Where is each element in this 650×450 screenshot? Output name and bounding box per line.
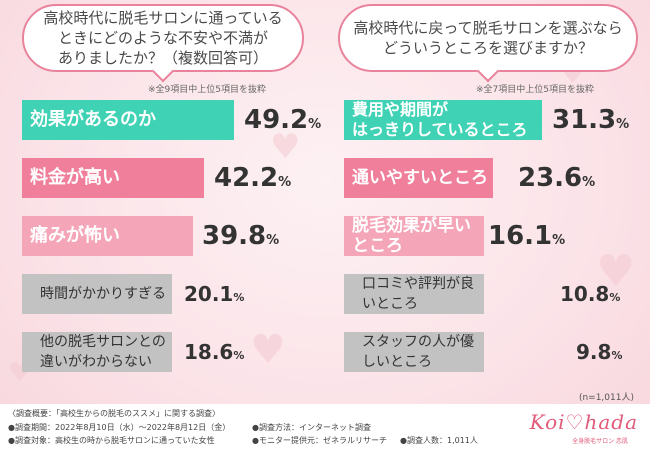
bar-category-label: 他の脱毛サロンとの 違いがわからない	[40, 334, 166, 370]
survey-period: ●調査期間：2022年8月10日（水）〜2022年8月12日（金）	[8, 423, 231, 432]
koihada-logo: Koi♡hada	[529, 410, 638, 434]
bar: 他の脱毛サロンとの 違いがわからない	[22, 332, 172, 372]
bar-value-label: 49.2%	[244, 105, 322, 135]
bar: 通いやすいところ	[344, 158, 494, 198]
bar-value-label: 31.3%	[552, 105, 630, 135]
left-question-bubble: 高校時代に脱毛サロンに通っている ときにどのような不安や不満が ありましたか？（…	[22, 4, 304, 83]
bar-category-label: 費用や期間が はっきりしているところ	[352, 100, 528, 139]
bar: 脱毛効果が早いところ	[344, 216, 484, 256]
bar-category-label: 効果があるのか	[30, 109, 156, 130]
bar: 口コミや評判が良いところ	[344, 274, 484, 314]
koihada-logo-subtitle: 全身脱毛サロン 恋肌	[572, 438, 628, 445]
bar-value-label: 39.8%	[202, 221, 280, 251]
left-question: 高校時代に脱毛サロンに通っている ときにどのような不安や不満が ありましたか？（…	[43, 9, 283, 67]
bar-category-label: スタッフの人が優しいところ	[362, 334, 474, 370]
bar-value-label: 16.1%	[488, 221, 566, 251]
survey-count: ●調査人数：1,011人	[400, 436, 478, 445]
survey-overview: 〈調査概要：「高校生からの脱毛のススメ」に関する調査〉	[8, 409, 220, 418]
heart-icon: ♥	[250, 327, 286, 373]
heart-icon: ♥	[596, 246, 636, 297]
sample-size: (n=1,011人)	[578, 393, 634, 403]
bar: 効果があるのか	[22, 100, 234, 140]
right-question: 高校時代に戻って脱毛サロンを選ぶなら どういうところを選びますか？	[353, 19, 623, 57]
bar: スタッフの人が優しいところ	[344, 332, 484, 372]
bar-category-label: 痛みが怖い	[30, 225, 120, 246]
survey-method: ●調査方法：インターネット調査	[252, 423, 371, 432]
bar-value-label: 18.6%	[184, 340, 245, 364]
bar-category-label: 時間がかかりすぎる	[40, 286, 166, 302]
survey-footer	[0, 404, 650, 450]
heart-icon: ♥	[270, 127, 301, 167]
bar-category-label: 料金が高い	[30, 167, 120, 188]
bar-value-label: 9.8%	[576, 340, 623, 364]
right-question-bubble: 高校時代に戻って脱毛サロンを選ぶなら どういうところを選びますか？	[338, 4, 638, 83]
survey-target: ●調査対象：高校生の時から脱毛サロンに通っていた女性	[8, 436, 215, 445]
bar-value-label: 42.2%	[214, 163, 292, 193]
bar: 時間がかかりすぎる	[22, 274, 172, 314]
bar: 費用や期間が はっきりしているところ	[344, 100, 542, 140]
bar-category-label: 脱毛効果が早いところ	[352, 216, 471, 256]
bar-category-label: 通いやすいところ	[352, 168, 488, 188]
bar-category-label: 口コミや評判が良いところ	[362, 276, 474, 312]
bar: 料金が高い	[22, 158, 204, 198]
bar-value-label: 23.6%	[518, 163, 596, 193]
bar: 痛みが怖い	[22, 216, 194, 256]
right-note: ※全7項目中上位5項目を抜粋	[476, 85, 594, 95]
bar-value-label: 10.8%	[560, 282, 621, 306]
bar-value-label: 20.1%	[184, 282, 245, 306]
survey-provider: ●モニター提供元：ゼネラルリサーチ	[252, 436, 387, 445]
left-note: ※全9項目中上位5項目を抜粋	[148, 85, 266, 95]
